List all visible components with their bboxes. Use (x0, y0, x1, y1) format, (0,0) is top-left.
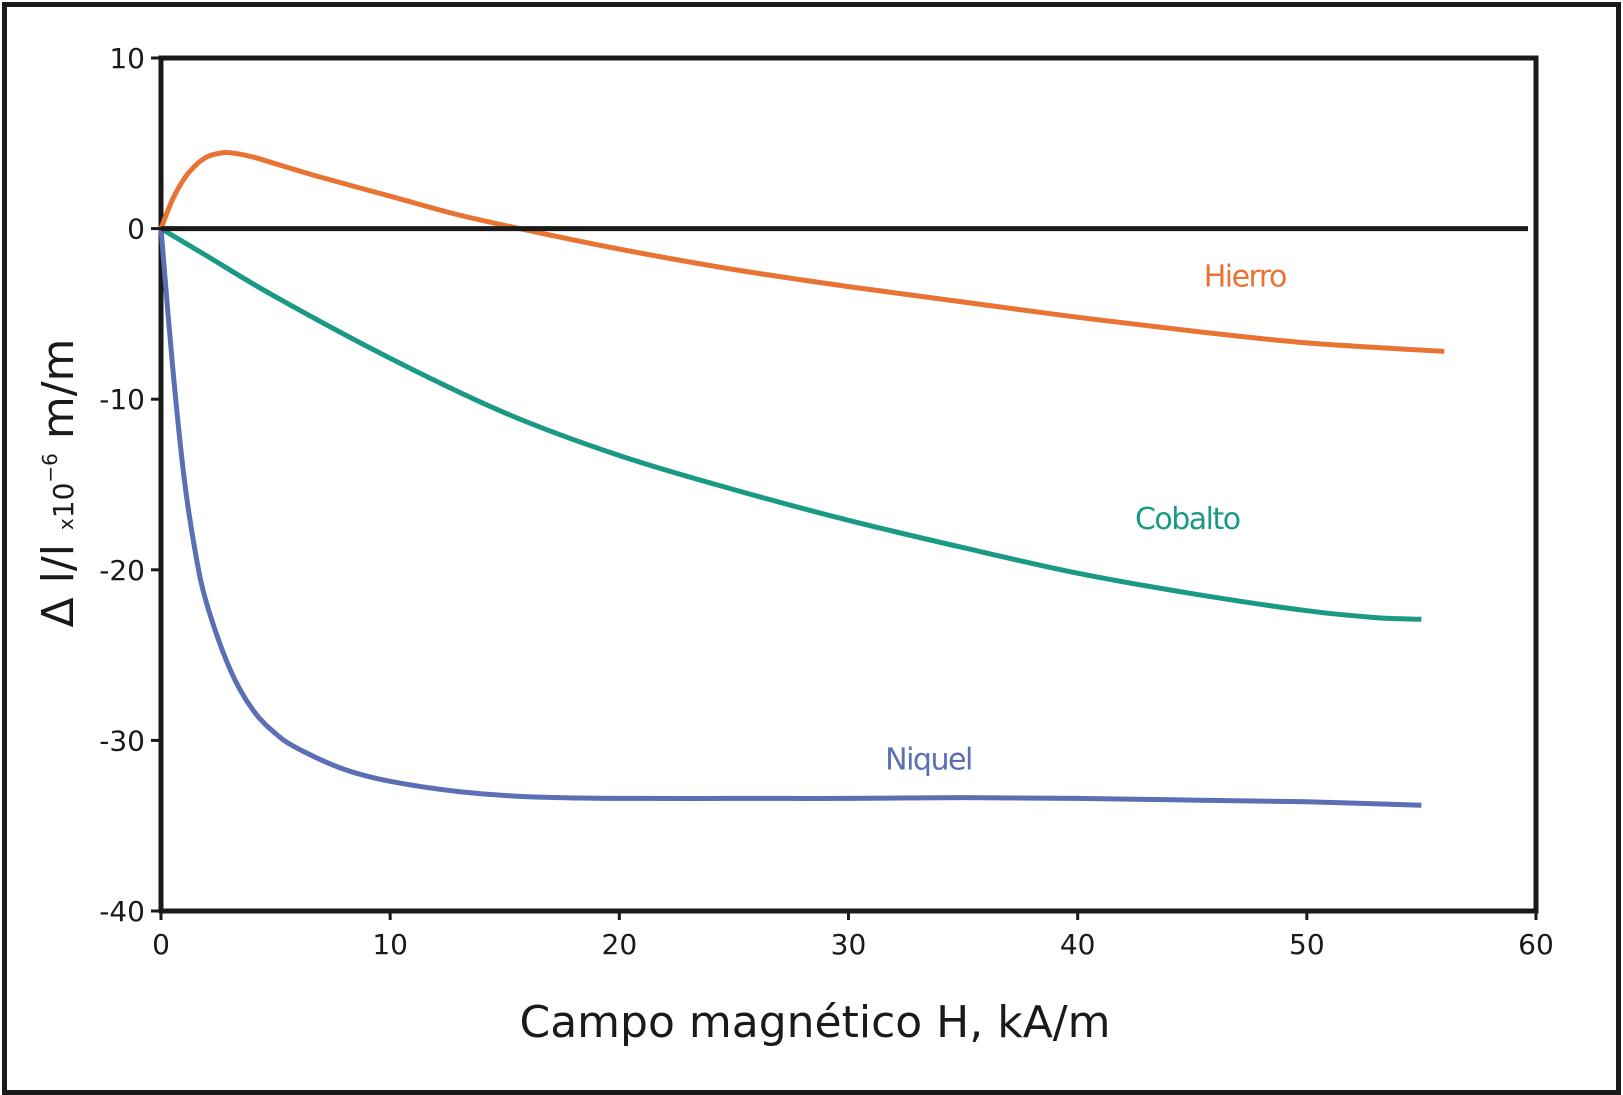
y-tick-label: 0 (127, 213, 145, 246)
x-axis-title: Campo magnético H, kA/m (520, 997, 1111, 1048)
y-axis-title-base: 10 (47, 483, 80, 519)
y-tick-label: -30 (99, 724, 145, 757)
series-line-niquel (158, 228, 1422, 808)
x-tick-label: 60 (1518, 928, 1554, 961)
y-axis-title-unit: m/m (33, 339, 84, 454)
series-layer (158, 149, 1445, 808)
ticks-layer: 0 10 20 30 40 50 60 10 0 -10 -20 -30 -40 (99, 42, 1554, 961)
series-label-cobalto: Cobalto (1135, 502, 1240, 537)
series-labels-layer: Hierro Cobalto Niquel (885, 260, 1287, 778)
series-line-hierro (158, 149, 1445, 354)
x-tick-label: 20 (602, 928, 638, 961)
series-line-cobalto (159, 226, 1422, 622)
y-tick-label: -10 (99, 383, 145, 416)
series-label-niquel: Niquel (885, 742, 972, 777)
y-axis-title-main: Δ l/l (33, 530, 84, 627)
y-tick-label: -20 (99, 554, 145, 587)
y-tick-label: 10 (109, 42, 145, 75)
series-label-hierro: Hierro (1204, 260, 1286, 295)
plot-border (158, 55, 1539, 914)
plot-area (158, 55, 1539, 914)
x-tick-label: 50 (1289, 928, 1325, 961)
y-axis-title-multiplier: x (54, 518, 78, 530)
x-tick-label: 40 (1060, 928, 1096, 961)
y-axis-title-exponent: −6 (38, 453, 62, 482)
x-tick-label: 0 (152, 928, 170, 961)
y-axis-title: Δ l/l x10−6 m/m (33, 339, 84, 628)
x-tick-label: 30 (831, 928, 867, 961)
x-tick-label: 10 (372, 928, 408, 961)
y-tick-label: -40 (99, 895, 145, 928)
